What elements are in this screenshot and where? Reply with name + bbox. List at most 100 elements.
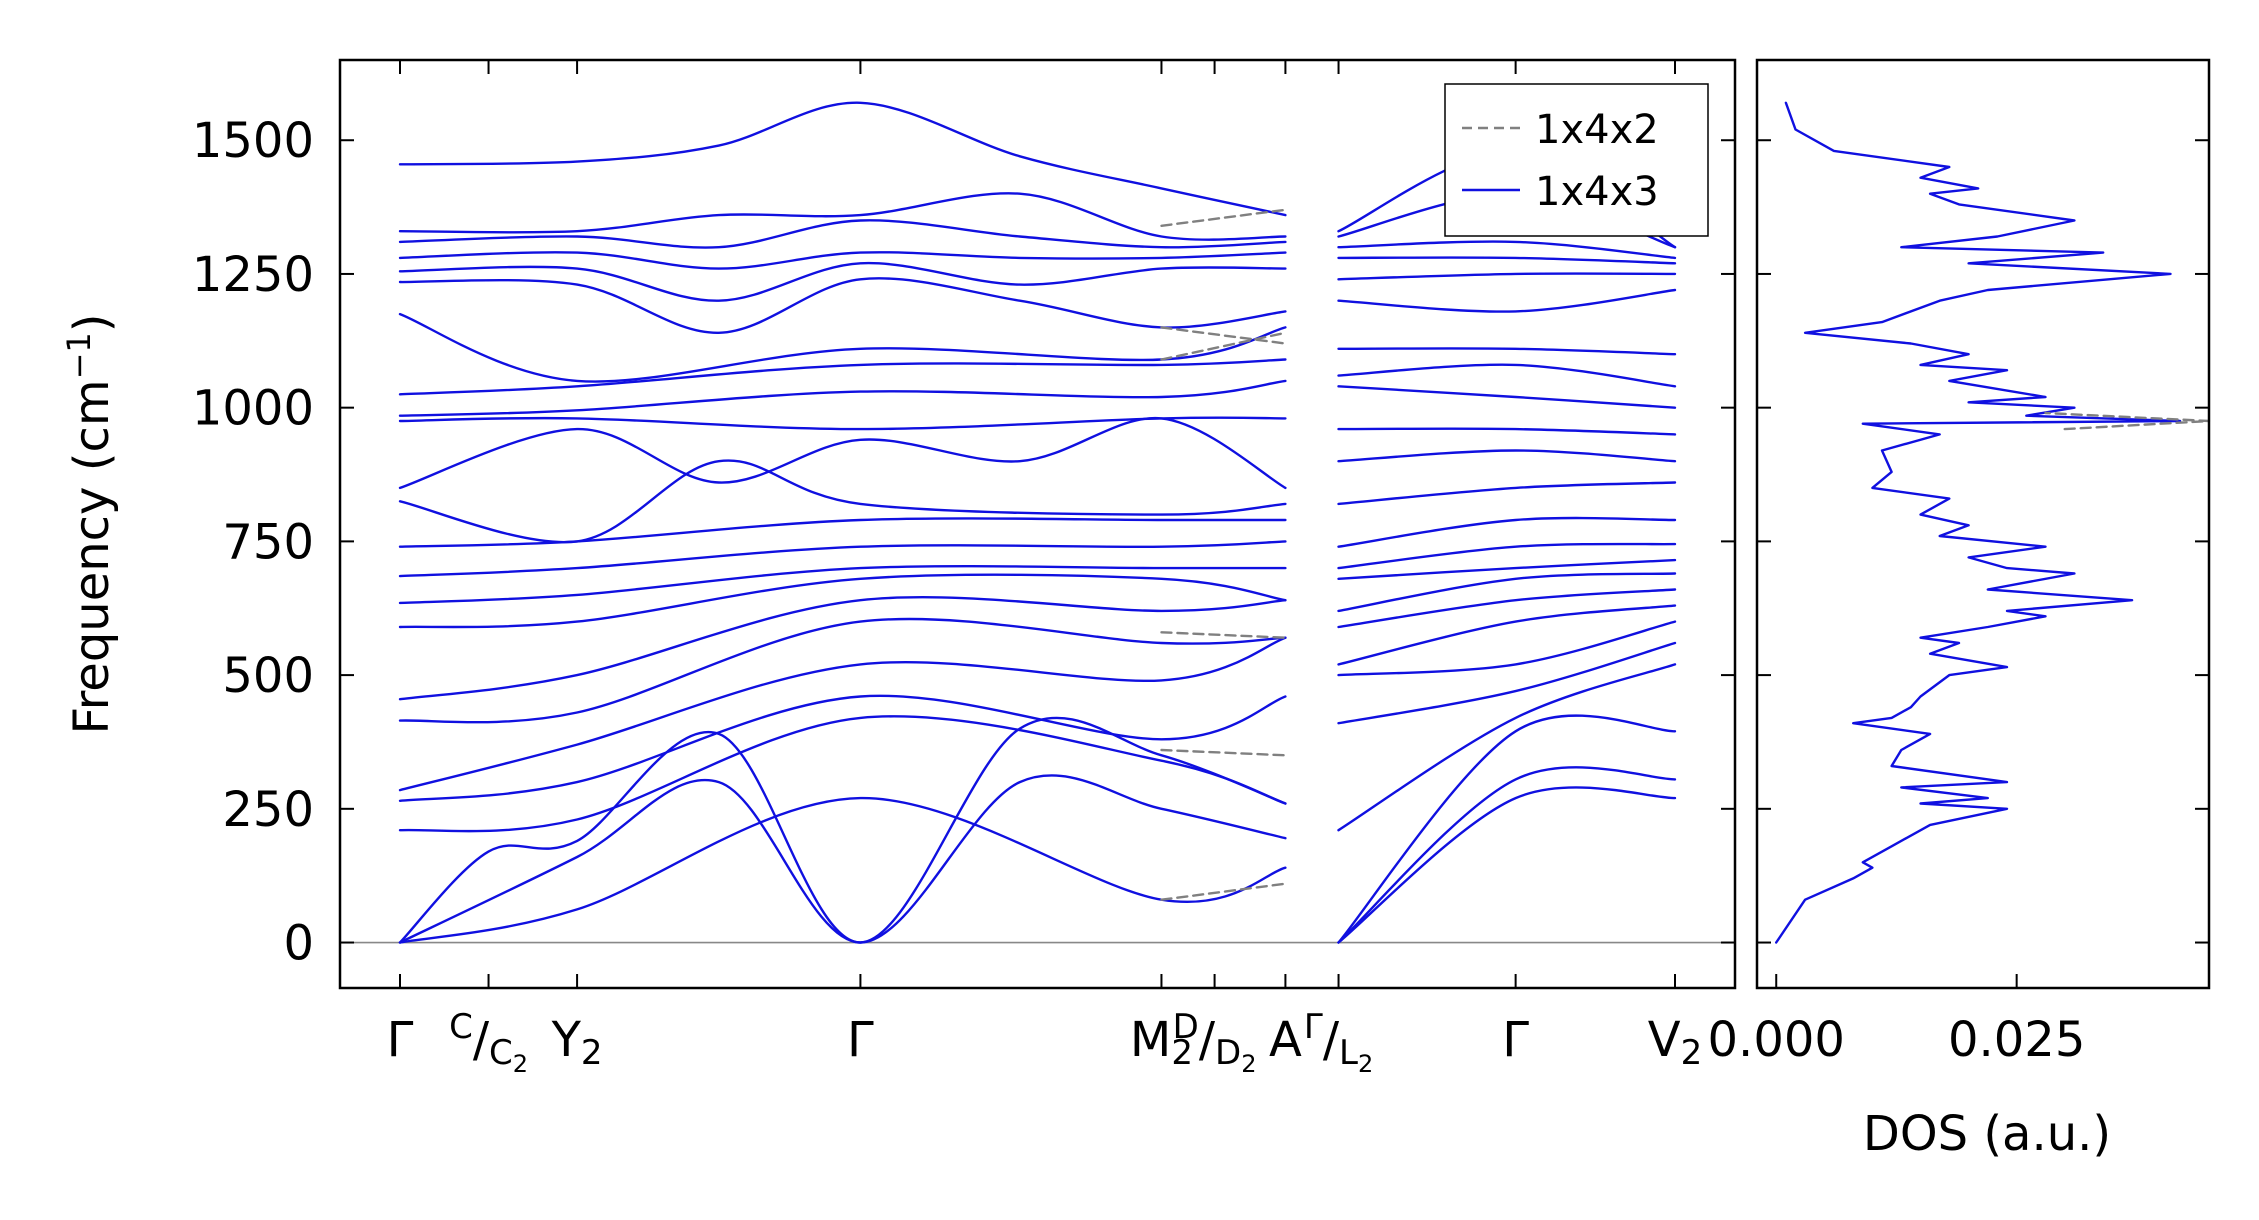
band-1x4x3-14-1	[1337, 427, 1677, 436]
band-xtick-label: Γ	[1502, 1012, 1529, 1068]
band-1x4x3-10-0	[398, 540, 1287, 578]
band-ytick-label: 250	[222, 782, 314, 838]
band-1x4x3-5-0	[398, 636, 1287, 792]
band-x-ticks: Γ C/C2 Y2 Γ M2D/D2 A Γ/L2 Γ V2	[387, 60, 1702, 1078]
dos-y-ticks	[1757, 139, 2209, 944]
band-xtick-label: Γ/L2	[1304, 1007, 1373, 1078]
legend-label-1x4x2: 1x4x2	[1535, 107, 1659, 153]
band-xtick-label: M2	[1130, 1012, 1193, 1073]
band-1x4x3-8-0	[398, 573, 1287, 629]
band-xtick-label-top: Γ	[1304, 1007, 1323, 1047]
band-1x4x2-1-0	[1160, 326, 1287, 345]
band-ytick-label: 750	[222, 514, 314, 570]
band-xtick-label-bottom: L	[1339, 1033, 1358, 1073]
dos-xtick-label: 0.025	[1948, 1012, 2085, 1068]
band-1x4x3-0-1	[1337, 786, 1677, 944]
band-1x4x3-12-1	[1337, 481, 1677, 506]
band-xtick-label-slash: /	[1199, 1012, 1216, 1068]
band-xtick-label: Γ	[847, 1012, 874, 1068]
band-xtick-label-main: Y	[551, 1012, 582, 1068]
band-ytick-label: 500	[222, 648, 314, 704]
band-xtick-label: A	[1269, 1012, 1302, 1068]
band-1x4x3-23-0	[398, 101, 1287, 217]
band-1x4x3-6-0	[398, 617, 1287, 724]
band-xtick-label-bottom: C	[489, 1033, 513, 1073]
band-1x4x3-2-1	[1337, 714, 1677, 944]
band-y-axis-label-close: )	[64, 313, 120, 332]
legend-label-1x4x3: 1x4x3	[1535, 169, 1659, 215]
band-xtick-label-main: A	[1269, 1012, 1302, 1068]
band-1x4x3-22-0	[398, 192, 1287, 241]
band-xtick-label-sub: 2	[1241, 1050, 1256, 1078]
band-1x4x2-4-0	[1160, 748, 1287, 757]
band-1x4x3-21-1	[1337, 240, 1677, 260]
band-y-axis-label-text: Frequency (cm	[64, 379, 120, 734]
band-xtick-label-slash: /	[473, 1012, 490, 1068]
band-xtick-label-main: Γ	[1502, 1012, 1529, 1068]
band-xtick-label: C/C2	[449, 1007, 528, 1078]
band-1x4x3-4-1	[1337, 641, 1677, 725]
band-1x4x3-14-0	[398, 416, 1287, 431]
band-1x4x3-6-1	[1337, 604, 1677, 666]
band-ytick-label: 1000	[192, 381, 314, 437]
band-plot-area	[340, 101, 1735, 944]
band-1x4x3-10-1	[1337, 542, 1677, 570]
band-axes-frame	[338, 58, 1737, 990]
band-1x4x3-15-0	[398, 379, 1287, 417]
band-1x4x3-20-1	[1337, 256, 1677, 265]
band-1x4x3-7-0	[398, 596, 1287, 701]
band-xtick-label: V2	[1648, 1012, 1702, 1073]
band-1x4x3-19-1	[1337, 272, 1677, 281]
band-1x4x3-3-0	[398, 715, 1287, 833]
band-xtick-label-sub: 2	[513, 1050, 528, 1078]
band-1x4x2-2-0	[1160, 208, 1287, 227]
band-ytick-label: 0	[283, 916, 314, 972]
band-1x4x3-1-1	[1337, 766, 1677, 944]
band-1x4x3-20-0	[398, 251, 1287, 270]
legend-frame	[1444, 83, 1709, 237]
band-y-axis-label-superscript: −1	[60, 332, 98, 379]
band-xtick-label-sub: 2	[1681, 1033, 1703, 1073]
legend: 1x4x2 1x4x3	[1444, 83, 1709, 237]
band-xtick-label-sub: 2	[1358, 1050, 1373, 1078]
band-1x4x3-11-0	[398, 517, 1287, 548]
band-xtick-label-main: V	[1648, 1012, 1681, 1068]
band-1x4x3-17-0	[398, 312, 1287, 383]
band-1x4x3-7-1	[1337, 588, 1677, 629]
band-xtick-label-main: Γ	[847, 1012, 874, 1068]
band-xtick-label: D/D2	[1173, 1007, 1257, 1078]
band-xtick-label-main: M	[1130, 1012, 1171, 1068]
band-y-ticks: 0 250 500 750 1000 1250 1500	[192, 113, 1735, 972]
dos-xtick-label: 0.000	[1708, 1012, 1845, 1068]
band-1x4x3-16-0	[398, 358, 1287, 396]
dos-axes-background	[1757, 60, 2209, 988]
band-xtick-label-bottom: D	[1215, 1033, 1241, 1073]
band-1x4x3-9-1	[1337, 558, 1677, 580]
dos-x-ticks: 0.000 0.025	[1708, 974, 2085, 1068]
band-xtick-label-main: Γ	[387, 1012, 414, 1068]
band-xtick-label: Γ	[387, 1012, 414, 1068]
band-xtick-label-sub: 2	[1171, 1033, 1193, 1073]
band-xtick-label-top: C	[449, 1007, 473, 1047]
band-1x4x3-15-1	[1337, 385, 1677, 409]
dos-axes-frame	[1755, 58, 2211, 990]
band-1x4x2-5-0	[1160, 631, 1287, 639]
band-1x4x3-5-1	[1337, 620, 1677, 677]
band-1x4x3-0-0	[398, 796, 1287, 944]
dos-panel: 0.000 0.025 DOS (a.u.)	[1708, 58, 2211, 1162]
band-xtick-label-slash: /	[1323, 1012, 1340, 1068]
dos-curve-1x4x3	[1775, 101, 2182, 944]
band-1x4x3-19-0	[398, 261, 1287, 302]
band-1x4x3-13-1	[1337, 449, 1677, 463]
band-1x4x2-3-0	[1160, 882, 1287, 901]
band-ytick-label: 1250	[192, 247, 314, 303]
band-1x4x3-12-0	[398, 459, 1287, 544]
band-1x4x3-9-0	[398, 564, 1287, 605]
band-1x4x3-4-0	[398, 694, 1287, 802]
band-xtick-label: Y2	[551, 1012, 603, 1073]
band-1x4x3-21-0	[398, 219, 1287, 249]
band-1x4x3-8-1	[1337, 572, 1677, 613]
band-xtick-label-sub: 2	[581, 1033, 603, 1073]
